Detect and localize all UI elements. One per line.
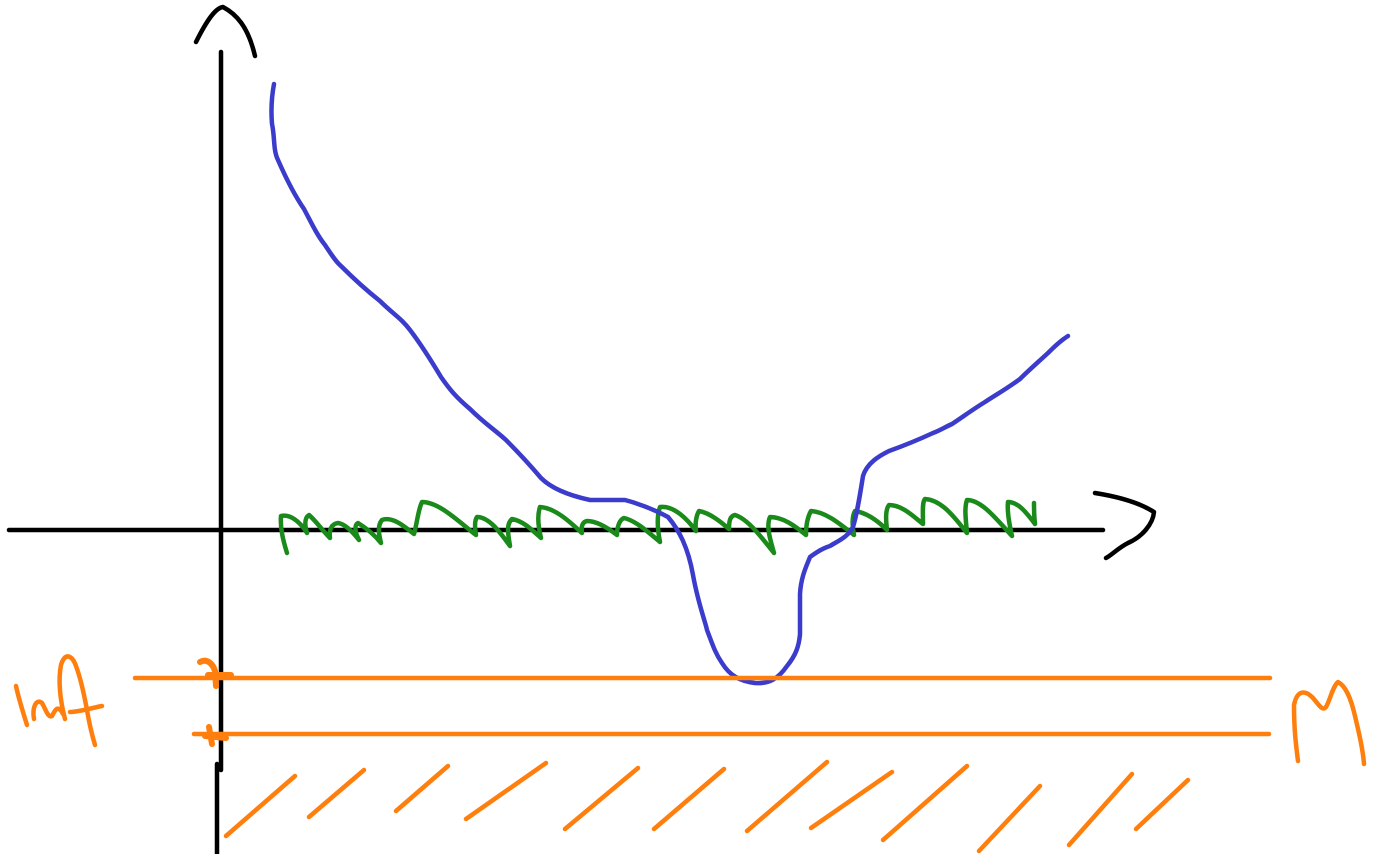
y-axis-arrowhead [193, 4, 258, 59]
right-handwritten-glyph [1291, 679, 1367, 767]
hatch-stroke [223, 773, 298, 839]
hatch-stroke [1133, 777, 1191, 832]
hatch-stroke [393, 763, 451, 814]
hatch-stroke [880, 763, 970, 843]
hatch-stroke [562, 765, 641, 832]
y-axis [193, 4, 258, 773]
hatch-stroke [1066, 771, 1135, 848]
hatch-stroke [976, 783, 1043, 854]
x-axis-arrowhead [1092, 490, 1157, 561]
hatch-stroke [306, 767, 367, 820]
ground-hatching [223, 759, 1191, 854]
x-axis [6, 490, 1157, 561]
blue-curve [269, 81, 1071, 686]
green-oscillating-curve [278, 496, 1038, 556]
hatch-stroke [808, 769, 895, 831]
lower-intersection-mark [202, 724, 229, 747]
left-handwritten-glyph [13, 654, 105, 748]
hatch-stroke [463, 760, 549, 822]
hatch-stroke [744, 759, 830, 834]
hatch-stroke [651, 766, 727, 832]
upper-intersection-mark [197, 657, 234, 689]
